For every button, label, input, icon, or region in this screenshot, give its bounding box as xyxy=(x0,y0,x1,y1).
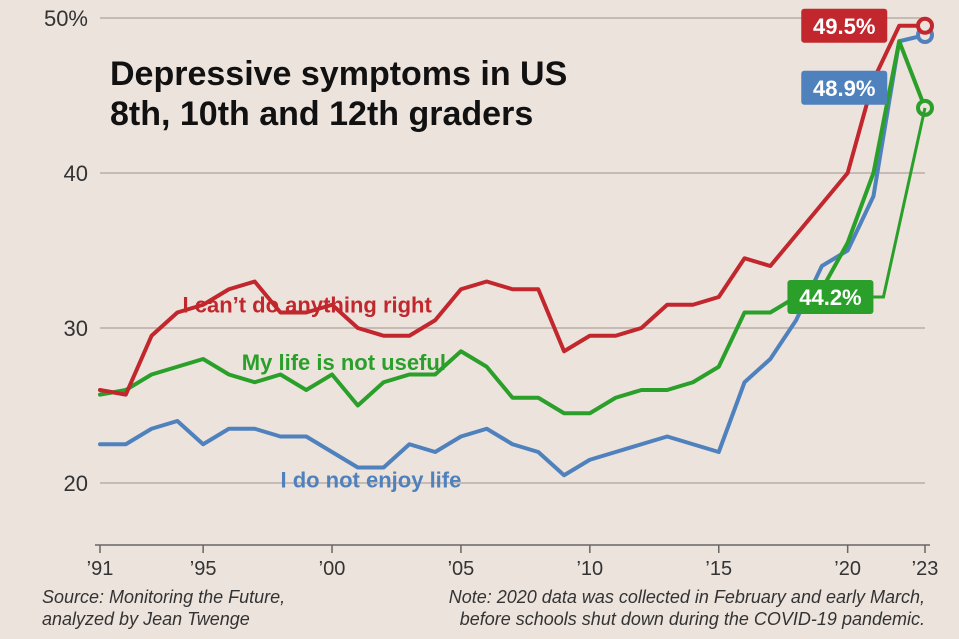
y-tick-label: 30 xyxy=(64,316,88,341)
x-tick-label: ’95 xyxy=(190,558,217,580)
footer-source-line1: Source: Monitoring the Future, xyxy=(42,587,285,607)
callout-text-green: 44.2% xyxy=(799,285,861,310)
footer-note-line2: before schools shut down during the COVI… xyxy=(460,609,925,629)
y-tick-label: 50% xyxy=(44,6,88,31)
series-label-life_not_useful: My life is not useful xyxy=(242,350,446,375)
x-tick-label: ’00 xyxy=(319,558,346,580)
x-tick-label: ’23 xyxy=(912,558,939,580)
footer-source-line2: analyzed by Jean Twenge xyxy=(42,609,250,629)
y-tick-label: 40 xyxy=(64,161,88,186)
y-tick-label: 20 xyxy=(64,471,88,496)
chart-container: 20 30 40 50% ’91 ’95 ’00 ’05 ’10 ’15 ’20 ’23 49.5%… xyxy=(0,0,959,639)
x-tick-label: ’15 xyxy=(705,558,732,580)
series-label-cant_do_anything_right: I can’t do anything right xyxy=(183,293,433,318)
callout-text-blue: 48.9% xyxy=(813,76,875,101)
series-labels: I do not enjoy life My life is not useful… xyxy=(183,293,462,493)
series-label-do_not_enjoy_life: I do not enjoy life xyxy=(280,468,461,493)
end-marker-cant_do_anything_right xyxy=(918,19,932,33)
x-axis-ticks: ’91 ’95 ’00 ’05 ’10 ’15 ’20 ’23 xyxy=(87,545,939,580)
x-tick-label: ’20 xyxy=(834,558,861,580)
y-axis-ticks: 20 30 40 50% xyxy=(44,6,88,496)
chart-title-line1: Depressive symptoms in US xyxy=(110,55,567,93)
x-tick-label: ’10 xyxy=(576,558,603,580)
end-markers xyxy=(918,19,932,115)
x-tick-label: ’05 xyxy=(448,558,475,580)
chart-title-line2: 8th, 10th and 12th graders xyxy=(110,95,533,133)
line-chart: 20 30 40 50% ’91 ’95 ’00 ’05 ’10 ’15 ’20 ’23 49.5%… xyxy=(0,0,959,639)
x-tick-label: ’91 xyxy=(87,558,114,580)
callout-text-red: 49.5% xyxy=(813,14,875,39)
footer-note-line1: Note: 2020 data was collected in Februar… xyxy=(449,587,925,607)
